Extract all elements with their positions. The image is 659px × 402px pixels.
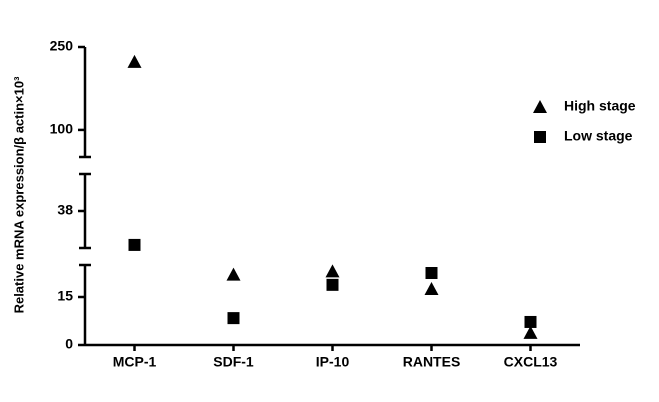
data-point xyxy=(425,267,438,279)
y-tick-label: 15 xyxy=(57,288,73,304)
x-tick-label: SDF-1 xyxy=(213,354,254,370)
y-tick-label: 250 xyxy=(50,38,74,54)
data-point xyxy=(127,54,142,68)
legend-label: High stage xyxy=(564,98,636,114)
x-tick-label: RANTES xyxy=(403,354,461,370)
legend-marker xyxy=(534,131,546,143)
data-point xyxy=(523,325,538,339)
x-tick-label: MCP-1 xyxy=(113,354,157,370)
data-point xyxy=(128,238,141,251)
data-point xyxy=(226,267,241,281)
data-point xyxy=(524,315,537,328)
y-tick-label: 38 xyxy=(57,202,73,218)
data-point xyxy=(326,278,339,291)
x-tick-label: IP-10 xyxy=(316,354,350,370)
legend-marker xyxy=(533,100,547,113)
legend-label: Low stage xyxy=(564,128,633,144)
y-tick-label: 100 xyxy=(50,121,74,137)
y-tick-label: 0 xyxy=(65,336,73,352)
data-point xyxy=(325,264,340,278)
y-axis-label: Relative mRNA expression/β actin×10³ xyxy=(11,76,26,314)
data-point xyxy=(227,312,240,325)
data-point xyxy=(424,282,439,295)
x-tick-label: CXCL13 xyxy=(504,354,558,370)
